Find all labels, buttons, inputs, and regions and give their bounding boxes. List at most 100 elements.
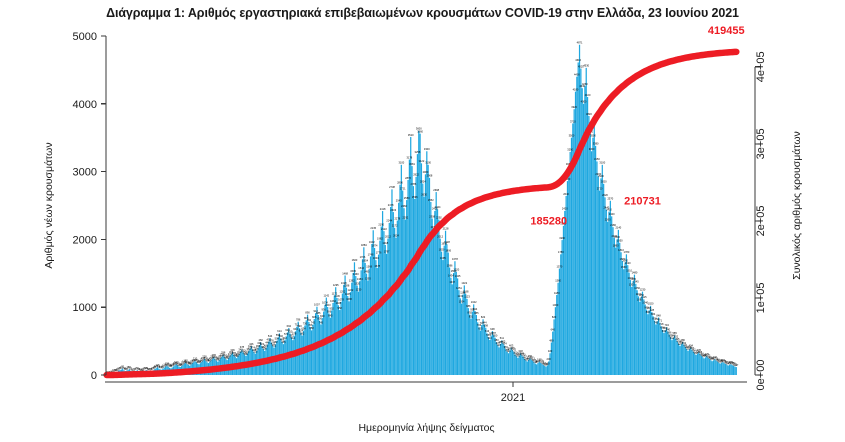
bar bbox=[641, 291, 644, 375]
bar bbox=[723, 363, 725, 375]
bar-value-label: 133 bbox=[543, 362, 548, 366]
bar-value-label: 478 bbox=[269, 338, 274, 342]
bar bbox=[580, 68, 582, 375]
bar bbox=[703, 358, 705, 375]
bar-value-label: 3122 bbox=[419, 159, 425, 163]
bar bbox=[557, 282, 559, 375]
bar-value-label: 4400 bbox=[574, 72, 580, 76]
bar-value-label: 2403 bbox=[390, 208, 396, 212]
bar bbox=[734, 366, 736, 375]
bar bbox=[423, 196, 425, 375]
bar-value-label: 342 bbox=[691, 348, 696, 352]
bar-value-label: 800 bbox=[317, 317, 322, 321]
bar-value-label: 1000 bbox=[553, 303, 559, 307]
x-tick-label: 2021 bbox=[501, 392, 525, 404]
bar bbox=[715, 360, 717, 375]
bar bbox=[599, 190, 601, 375]
bar-value-label: 2908 bbox=[427, 174, 433, 178]
bar-value-label: 245 bbox=[702, 354, 707, 358]
bar bbox=[407, 180, 409, 375]
bar-value-label: 31 bbox=[112, 369, 115, 373]
bar-value-label: 1695 bbox=[440, 256, 446, 260]
bar bbox=[631, 286, 633, 375]
bar-value-label: 552 bbox=[289, 333, 294, 337]
bar bbox=[511, 350, 514, 375]
bar bbox=[347, 296, 349, 375]
bar-value-label: 253 bbox=[706, 354, 711, 358]
bar bbox=[424, 174, 427, 375]
bar-value-label: 2570 bbox=[607, 197, 613, 201]
bar bbox=[687, 350, 689, 375]
bar-value-label: 712 bbox=[295, 323, 300, 327]
bar bbox=[457, 278, 459, 375]
bar-value-label: 200 bbox=[547, 357, 552, 361]
bar-value-label: 374 bbox=[250, 345, 255, 349]
bar-value-label: 295 bbox=[232, 351, 237, 355]
bar bbox=[607, 221, 609, 375]
bar-value-label: 644 bbox=[293, 327, 298, 331]
bar-value-label: 1680 bbox=[620, 257, 626, 261]
bar-value-label: 483 bbox=[494, 338, 499, 342]
bar-value-label: 204 bbox=[710, 357, 715, 361]
bar-value-label: 237 bbox=[522, 355, 527, 359]
bar-value-label: 1251 bbox=[456, 286, 462, 290]
bar bbox=[519, 353, 522, 375]
bar-value-label: 2260 bbox=[605, 218, 611, 222]
bar-value-label: 1505 bbox=[350, 269, 356, 273]
bar-value-label: 265 bbox=[212, 353, 217, 357]
bar-value-label: 145 bbox=[173, 361, 178, 365]
bar-value-label: 382 bbox=[685, 345, 690, 349]
bar bbox=[501, 340, 503, 375]
bar-value-label: 2640 bbox=[563, 192, 569, 196]
cumulative-value-annotation: 185280 bbox=[530, 215, 567, 227]
bar-value-label: 1480 bbox=[632, 270, 638, 274]
bar-value-label: 305 bbox=[698, 350, 703, 354]
bar-value-label: 102 bbox=[154, 364, 159, 368]
bar bbox=[637, 296, 640, 375]
bar-value-label: 3300 bbox=[424, 147, 430, 151]
bar bbox=[538, 361, 540, 375]
bar-value-label: 2244 bbox=[386, 219, 392, 223]
bar-value-label: 84 bbox=[128, 365, 131, 369]
bar-value-label: 196 bbox=[216, 358, 221, 362]
bar bbox=[684, 347, 686, 375]
bar bbox=[348, 301, 350, 375]
bar-value-label: 1880 bbox=[613, 243, 619, 247]
bar bbox=[625, 254, 628, 375]
bar-value-label: 2738 bbox=[389, 185, 395, 189]
bar bbox=[416, 154, 419, 375]
bar-value-label: 148 bbox=[186, 361, 191, 365]
bar bbox=[545, 366, 547, 375]
bar-value-label: 1780 bbox=[558, 250, 564, 254]
bar bbox=[427, 164, 429, 375]
bar bbox=[620, 252, 622, 375]
bar-value-labels: 8 12 6 152231453852667481957058667784625144… bbox=[106, 41, 739, 375]
bar-value-label: 1142 bbox=[324, 293, 330, 297]
bar bbox=[711, 361, 713, 375]
bar-value-label: 1578 bbox=[374, 264, 380, 268]
bar-value-label: 436 bbox=[257, 341, 262, 345]
bar-value-label: 640 bbox=[551, 327, 556, 331]
bar-value-label: 3500 bbox=[590, 134, 596, 138]
bar bbox=[653, 320, 656, 375]
bar bbox=[400, 164, 402, 375]
bar-value-label: 68 bbox=[144, 366, 147, 370]
bar-value-label: 3100 bbox=[398, 161, 404, 165]
bar-value-label: 55 bbox=[149, 367, 152, 371]
bar-value-label: 59 bbox=[147, 367, 150, 371]
bar-value-label: 1131 bbox=[458, 294, 464, 298]
bar bbox=[619, 242, 621, 375]
bar-value-label: 356 bbox=[254, 347, 259, 351]
bar-value-label: 1186 bbox=[460, 290, 466, 294]
bar bbox=[671, 340, 673, 375]
bar bbox=[690, 347, 692, 375]
bar bbox=[566, 181, 569, 375]
bar-value-label: 730 bbox=[303, 321, 308, 325]
bar-value-label: 786 bbox=[296, 318, 301, 322]
bar bbox=[735, 367, 737, 375]
bar-value-label: 532 bbox=[674, 335, 679, 339]
bar-value-label: 71 bbox=[136, 366, 139, 370]
bar bbox=[394, 227, 396, 375]
bar bbox=[506, 351, 508, 375]
bar-value-label: 782 bbox=[307, 318, 312, 322]
